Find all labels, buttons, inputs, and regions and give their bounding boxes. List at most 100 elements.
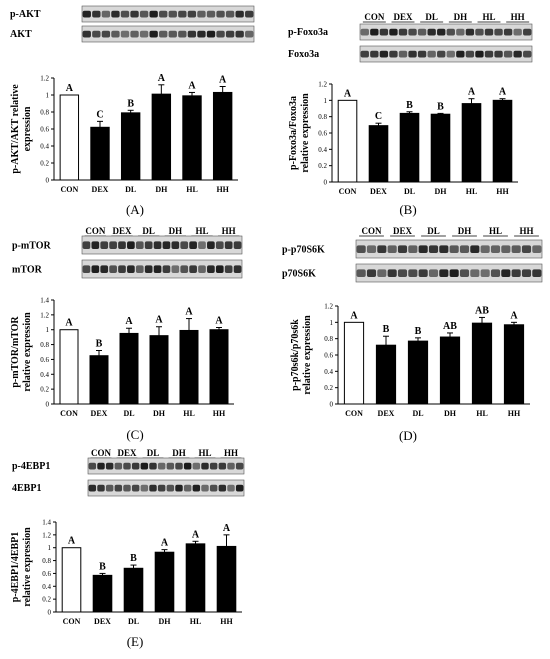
blot-header-hh: HH bbox=[224, 448, 238, 458]
y-axis-label-line: p-4EBP1/4EBP1 bbox=[10, 532, 21, 603]
blot-band bbox=[224, 241, 233, 249]
blot-strip bbox=[359, 45, 533, 63]
blot-label: p70S6K bbox=[282, 269, 316, 280]
blot-band bbox=[245, 10, 254, 18]
blot-band bbox=[101, 10, 111, 18]
blot-band bbox=[235, 484, 244, 492]
blot-band bbox=[82, 10, 91, 18]
bar-dl bbox=[120, 112, 141, 181]
blot-band bbox=[225, 30, 235, 38]
panel-a: CON DEX DL DH HL HH p-AKT AKT 0 0.2 0.4 0.6 0.8 1 1.2 p… bbox=[0, 0, 272, 222]
blot-band bbox=[501, 269, 511, 277]
blot-band bbox=[465, 50, 475, 58]
bar-hh bbox=[212, 91, 233, 181]
panel-c: CON DEX DL DH HL HH p-mTOR mTOR 0 0.2 0.4 0.6 0.8 1 1.… bbox=[0, 226, 272, 448]
bar-dex bbox=[89, 355, 109, 405]
blot-band bbox=[209, 462, 218, 470]
x-category-label-hl: HL bbox=[186, 185, 198, 194]
x-category-label-hh: HH bbox=[496, 187, 509, 196]
significance-letter-dex: C bbox=[96, 109, 103, 120]
blot-strip bbox=[87, 479, 245, 497]
blot-band bbox=[135, 265, 144, 273]
blot-band bbox=[207, 265, 215, 273]
y-tick-label: 1 bbox=[46, 326, 50, 334]
blot-band bbox=[366, 269, 377, 277]
y-axis-label-line: relative expression bbox=[22, 312, 33, 392]
bar-con bbox=[61, 547, 82, 613]
blot-band bbox=[356, 269, 366, 277]
significance-letter-dh: A bbox=[161, 538, 169, 549]
blot-band bbox=[130, 30, 139, 38]
y-tick-label: 0.4 bbox=[42, 583, 51, 591]
blot-band bbox=[101, 30, 111, 38]
blot-band bbox=[105, 462, 114, 470]
significance-letter-dl: A bbox=[125, 316, 133, 327]
significance-letter-hl: AB bbox=[475, 305, 489, 316]
y-tick-label: 0.2 bbox=[318, 162, 327, 170]
blot-band bbox=[91, 265, 100, 273]
panel-b-figure: CON DEX DL DH HL HH p-Foxo3a Foxo3a 0 0.2 0.4 0.6 0.… bbox=[288, 12, 533, 196]
blot-band bbox=[149, 462, 157, 470]
blot-header-dl: DL bbox=[427, 226, 440, 236]
blot-band bbox=[484, 28, 494, 36]
blot-band bbox=[511, 245, 521, 253]
blot-band bbox=[408, 269, 418, 277]
panel-e-figure: CON DEX DL DH HL HH p-4EBP1 4EBP1 0 0.2 0.4 0.6 0.8 1… bbox=[10, 448, 245, 626]
bar-con bbox=[343, 321, 365, 405]
blot-band bbox=[149, 10, 158, 18]
blot-band bbox=[206, 10, 216, 18]
blot-band bbox=[459, 245, 470, 253]
y-tick-label: 0 bbox=[46, 401, 50, 409]
blot-band bbox=[127, 241, 135, 249]
bar-dl bbox=[119, 332, 139, 405]
blot-strip bbox=[81, 5, 255, 23]
blot-band bbox=[207, 241, 215, 249]
y-tick-label: 0.6 bbox=[318, 130, 327, 138]
y-tick-label: 0.8 bbox=[324, 335, 333, 343]
y-tick-label: 0 bbox=[324, 179, 328, 187]
blot-label: p-AKT bbox=[10, 9, 41, 20]
blot-header-con: CON bbox=[364, 12, 385, 22]
blot-header-hh: HH bbox=[511, 12, 525, 22]
blot-band bbox=[140, 462, 149, 470]
blot-header-hh: HH bbox=[519, 226, 533, 236]
blot-band bbox=[370, 50, 379, 58]
significance-letter-hl: A bbox=[468, 87, 476, 98]
y-tick-label: 0.6 bbox=[40, 356, 49, 364]
y-tick-label: 0.4 bbox=[324, 368, 333, 376]
bar-dh bbox=[430, 113, 451, 183]
blot-header-hl: HL bbox=[195, 226, 208, 236]
x-category-label-dh: DH bbox=[435, 187, 448, 196]
blot-band bbox=[356, 245, 366, 253]
blot-band bbox=[131, 484, 140, 492]
bar-hh bbox=[492, 99, 513, 183]
y-tick-label: 1.2 bbox=[42, 531, 51, 539]
bar-hl bbox=[461, 103, 482, 183]
significance-letter-hh: A bbox=[215, 315, 223, 326]
bar-dex bbox=[368, 125, 389, 183]
blot-band bbox=[157, 484, 166, 492]
blot-band bbox=[139, 10, 149, 18]
blot-band bbox=[88, 462, 97, 470]
panel-e-label: (E) bbox=[126, 634, 144, 649]
blot-header-hl: HL bbox=[482, 12, 495, 22]
blot-band bbox=[427, 28, 436, 36]
blot-header-con: CON bbox=[85, 226, 106, 236]
x-category-label-con: CON bbox=[63, 617, 81, 626]
significance-letter-dh: AB bbox=[443, 321, 457, 332]
blot-band bbox=[532, 245, 542, 253]
bar-dl bbox=[123, 567, 144, 613]
blot-header-dex: DEX bbox=[393, 226, 413, 236]
blot-band bbox=[111, 30, 120, 38]
blot-band bbox=[127, 265, 135, 273]
blot-band bbox=[235, 30, 244, 38]
x-category-label-dh: DH bbox=[153, 409, 166, 418]
significance-letter-dh: A bbox=[155, 315, 163, 326]
blot-band bbox=[144, 265, 153, 273]
bar-hh bbox=[503, 324, 525, 405]
panel-a-label: (A) bbox=[125, 202, 145, 217]
blot-band bbox=[235, 462, 244, 470]
blot-band bbox=[397, 269, 408, 277]
blot-band bbox=[123, 462, 131, 470]
blot-band bbox=[201, 484, 209, 492]
